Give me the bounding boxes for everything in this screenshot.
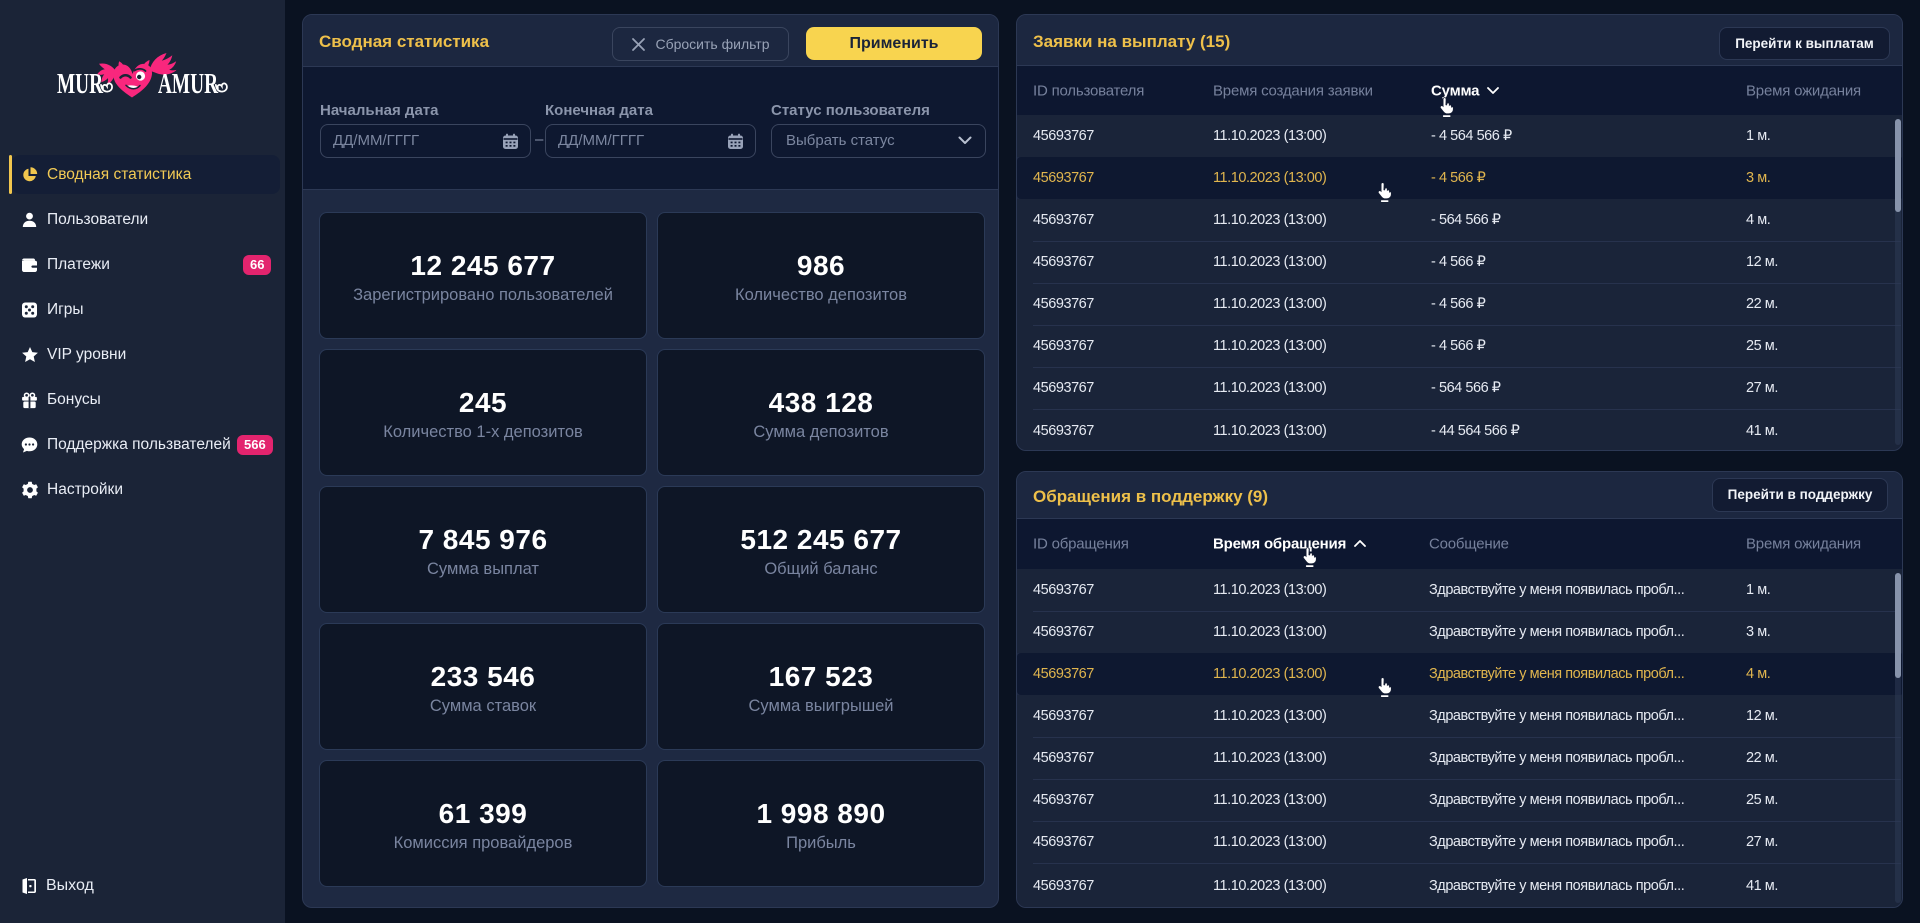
svg-text:MUR: MUR <box>57 69 104 100</box>
svg-text:AMUR: AMUR <box>158 69 219 100</box>
